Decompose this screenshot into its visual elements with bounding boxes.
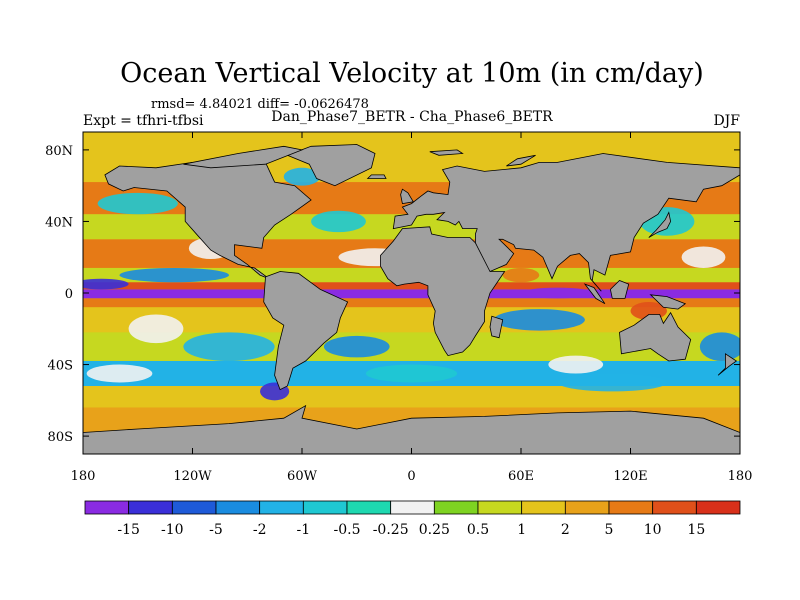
land-iceland: [366, 174, 387, 179]
land-masses: [83, 144, 740, 454]
x-tick-label: 60W: [287, 469, 318, 484]
colorbar-swatch: [171, 500, 217, 515]
land-greenland: [286, 144, 376, 187]
ocean-anomaly: [502, 267, 540, 283]
ocean-anomaly: [548, 355, 604, 374]
ocean-anomaly: [311, 210, 366, 233]
colorbar-label: 0.5: [467, 522, 489, 538]
colorbar-label: 2: [561, 522, 570, 538]
land-japan: [648, 211, 672, 238]
land-australia: [619, 311, 692, 362]
colorbar-label: 5: [605, 522, 614, 538]
colorbar-swatch: [521, 500, 566, 515]
colorbar: -15 -10 -5 -2 -1 -0.5 -0.25 0.25 0.5 1 2 5 10 15: [84, 500, 741, 538]
colorbar-swatch: [695, 500, 741, 515]
colorbar-swatch: [128, 500, 173, 515]
colorbar-swatch: [652, 500, 697, 515]
land-madagascar: [489, 315, 504, 339]
land-eurasia: [392, 153, 740, 292]
colorbar-label: -0.5: [334, 522, 361, 538]
land-new-zealand: [717, 353, 738, 376]
plot-title: Ocean Vertical Velocity at 10m (in cm/da…: [120, 58, 704, 89]
ocean-anomaly: [119, 267, 229, 283]
ocean-anomaly: [493, 309, 585, 331]
land-svalbard: [429, 149, 464, 156]
ocean-anomaly: [86, 364, 153, 383]
comparison-label: Dan_Phase7_BETR - Cha_Phase6_BETR: [271, 109, 553, 125]
x-tick-label: 0: [407, 469, 415, 484]
ocean-anomaly: [557, 373, 667, 392]
colorbar-swatch: [390, 500, 435, 515]
colorbar-swatch: [477, 500, 523, 515]
ocean-anomaly: [83, 278, 129, 290]
land-south-america: [263, 271, 349, 391]
colorbar-swatch: [608, 500, 654, 515]
colorbar-label: -5: [209, 522, 223, 538]
colorbar-label: 0.25: [419, 522, 450, 538]
ocean-anomaly: [323, 335, 390, 358]
y-tick-label: 80N: [45, 144, 73, 159]
colorbar-swatch: [215, 500, 261, 515]
land-africa: [380, 226, 506, 357]
colorbar-swatch: [302, 500, 348, 515]
colorbar-swatch: [346, 500, 392, 515]
ocean-band: [83, 289, 740, 299]
colorbar-label: -1: [297, 522, 311, 538]
x-tick-label: 60E: [508, 469, 534, 484]
stats-text: rmsd= 4.84021 diff= -0.0626478: [151, 97, 369, 112]
land-canadian-arctic: [183, 145, 304, 169]
ocean-anomaly: [365, 364, 458, 383]
colorbar-swatch: [564, 500, 610, 515]
y-tick-label: 0: [65, 287, 73, 302]
colorbar-swatch: [84, 500, 130, 515]
land-borneo: [609, 280, 630, 299]
colorbar-label: -2: [253, 522, 267, 538]
x-tick-label: 120W: [173, 469, 212, 484]
colorbar-label: -10: [161, 522, 184, 538]
y-tick-label: 40N: [45, 215, 73, 230]
x-tick-label: 180: [71, 469, 96, 484]
y-axis: 80N 40N 0 40S 80S: [45, 144, 740, 445]
x-tick-label: 180: [728, 469, 753, 484]
colorbar-label: 15: [687, 522, 705, 538]
ocean-anomaly: [699, 332, 740, 361]
ocean-anomaly: [128, 314, 184, 344]
land-antarctica: [83, 404, 740, 454]
colorbar-label: 1: [517, 522, 526, 538]
land-new-guinea: [649, 294, 687, 310]
ocean-band: [83, 386, 740, 408]
colorbar-swatch: [259, 500, 304, 515]
colorbar-label: 10: [644, 522, 662, 538]
x-axis: 180 120W 60W 0 60E 120E 180: [71, 132, 753, 484]
experiment-label: Expt = tfhri-tfbsi: [83, 113, 204, 129]
colorbar-label: -15: [117, 522, 140, 538]
ocean-anomaly: [97, 192, 178, 215]
map-area: [83, 132, 740, 454]
ocean-band: [83, 282, 740, 290]
season-label: DJF: [713, 113, 740, 129]
ocean-anomaly: [183, 332, 275, 361]
ocean-anomaly: [283, 167, 321, 186]
land-novaya-zemlya: [506, 154, 536, 167]
land-uk: [400, 188, 414, 205]
y-tick-label: 80S: [48, 430, 73, 445]
y-tick-label: 40S: [48, 359, 73, 374]
x-tick-label: 120E: [613, 469, 647, 484]
ocean-anomaly: [681, 246, 726, 268]
ocean-band: [83, 298, 740, 308]
land-sumatra: [583, 283, 606, 305]
colorbar-label: -0.25: [373, 522, 409, 538]
ocean-anomaly: [521, 287, 594, 299]
colorbar-swatch: [433, 500, 479, 515]
